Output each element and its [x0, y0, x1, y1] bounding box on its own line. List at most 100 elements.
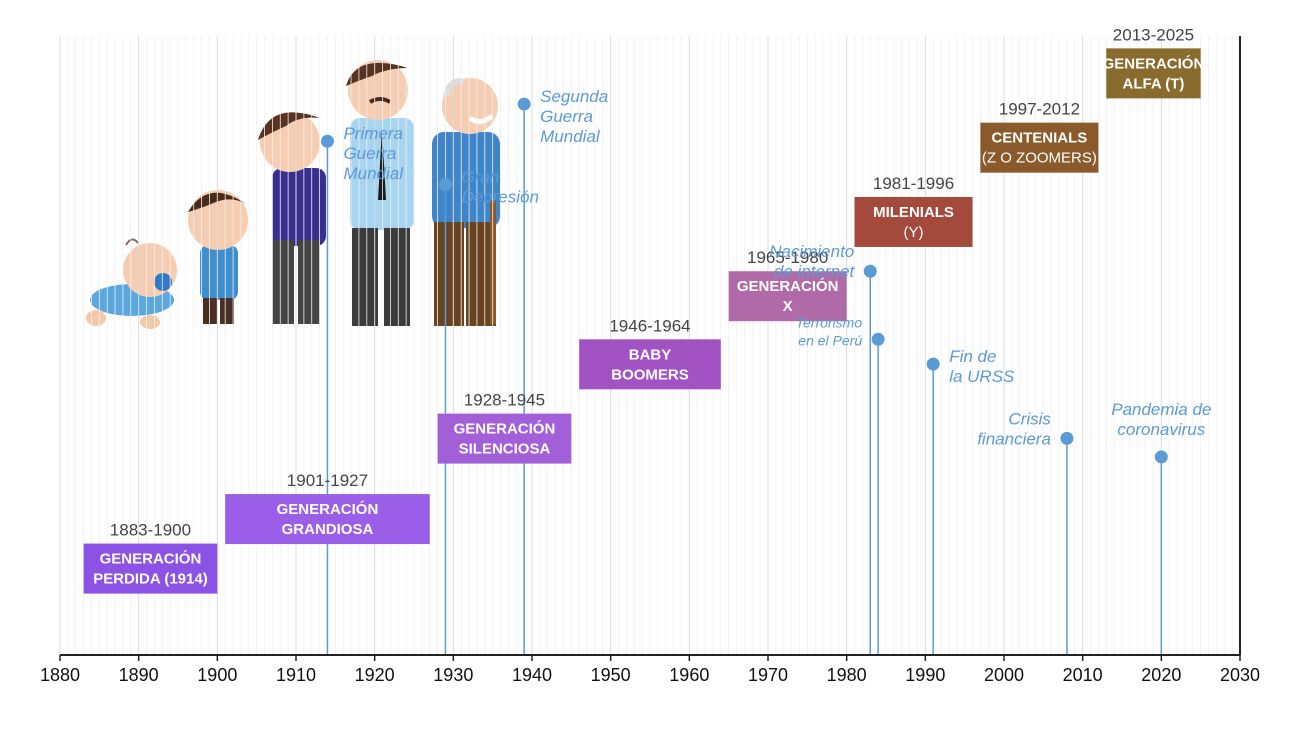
event-marker: Terrorismo en el Perú — [796, 314, 885, 348]
x-tick-label: 1980 — [827, 665, 867, 685]
generation-block: 1997-2012 CENTENIALS (Z O ZOOMERS) — [980, 100, 1099, 173]
event-dot — [871, 332, 885, 346]
generation-label-line: MILENIALS — [873, 204, 954, 221]
generation-label-line: GENERACIÓN — [1103, 54, 1205, 72]
event-dot — [926, 357, 940, 371]
x-tick-label: 1970 — [748, 665, 788, 685]
generation-block: 1901-1927 GENERACIÓN GRANDIOSA — [225, 471, 430, 545]
event-label-line: Crisis — [1008, 409, 1051, 428]
generation-block: 1965-1980 GENERACIÓN X — [728, 248, 847, 322]
generation-range-label: 1928-1945 — [464, 391, 545, 410]
event-label-line: coronavirus — [1117, 420, 1205, 439]
x-tick-label: 1910 — [276, 665, 316, 685]
generation-label-line: (Z O ZOOMERS) — [982, 150, 1097, 167]
event-dot — [1154, 450, 1168, 464]
event-label-line: Segunda — [540, 87, 608, 106]
event-label-line: Nacimiento — [769, 242, 854, 261]
generation-block: 2013-2025 GENERACIÓN ALFA (T) — [1103, 25, 1205, 99]
generation-block: 1946-1964 BABY BOOMERS — [579, 316, 721, 390]
event-label-line: en el Perú — [798, 332, 862, 348]
generation-block: 1981-1996 MILENIALS (Y) — [854, 174, 973, 247]
event-dot — [863, 264, 877, 278]
adult-figure — [346, 60, 414, 326]
generation-label-line: GENERACIÓN — [454, 420, 556, 438]
x-tick-label: 1940 — [512, 665, 552, 685]
event-label-line: Mundial — [540, 127, 601, 146]
event-label-line: financiera — [977, 429, 1051, 448]
event-label-line: Fin de — [949, 347, 996, 366]
generation-label-line: GENERACIÓN — [737, 277, 839, 295]
event-label-line: la URSS — [949, 367, 1015, 386]
event-label-line: Mundial — [343, 164, 404, 183]
event-dot — [1060, 431, 1074, 445]
teen-figure — [258, 112, 326, 324]
event-dot — [320, 134, 334, 148]
generation-label-line: PERDIDA (1914) — [93, 571, 207, 588]
event-label-line: Primera — [343, 124, 403, 143]
x-tick-label: 2000 — [984, 665, 1024, 685]
generation-label-line: ALFA (T) — [1122, 75, 1184, 92]
generation-label-line: BOOMERS — [611, 366, 689, 383]
generation-label-line: GENERACIÓN — [277, 500, 379, 518]
generation-block: 1928-1945 GENERACIÓN SILENCIOSA — [437, 391, 572, 464]
generation-box — [437, 413, 572, 464]
generation-range-label: 1946-1964 — [609, 316, 690, 335]
child-figure — [188, 190, 248, 324]
event-label-line: Terrorismo — [796, 314, 863, 330]
x-axis: 1880 1890 1900 1910 1920 1930 1940 1950 1960 1970… — [40, 36, 1260, 685]
generation-label-line: BABY — [629, 346, 672, 363]
generation-box — [83, 543, 218, 594]
x-tick-label: 1990 — [905, 665, 945, 685]
generation-range-label: 2013-2025 — [1113, 25, 1194, 44]
generation-box — [728, 271, 847, 322]
event-label-line: de internet — [774, 262, 856, 281]
event-label-line: Pandemia de — [1111, 400, 1211, 419]
generation-range-label: 1981-1996 — [873, 174, 954, 193]
generation-label-line: SILENCIOSA — [459, 441, 551, 458]
x-tick-label: 1960 — [669, 665, 709, 685]
event-label-line: Depresión — [461, 188, 539, 207]
generation-range-label: 1901-1927 — [287, 471, 368, 490]
x-tick-label: 1890 — [119, 665, 159, 685]
x-tick-label: 2010 — [1063, 665, 1103, 685]
generation-box — [980, 122, 1099, 173]
generation-box — [854, 196, 973, 247]
event-dot — [438, 178, 452, 192]
elder-figure — [432, 78, 500, 326]
event-label-line: Guerra — [540, 107, 593, 126]
generation-range-label: 1997-2012 — [999, 100, 1080, 119]
x-tick-label: 2020 — [1141, 665, 1181, 685]
generation-label-line: CENTENIALS — [991, 130, 1087, 147]
event-dot — [517, 97, 531, 111]
generation-box — [579, 339, 721, 390]
x-tick-label: 1920 — [355, 665, 395, 685]
generation-label-line: GRANDIOSA — [282, 521, 374, 538]
event-label-line: Guerra — [343, 144, 396, 163]
generation-range-label: 1965-1980 — [747, 248, 828, 267]
generation-box — [1106, 48, 1201, 99]
x-tick-label: 1950 — [591, 665, 631, 685]
generation-block: 1883-1900 GENERACIÓN PERDIDA (1914) — [83, 521, 218, 594]
illustration-generations — [86, 60, 500, 329]
generation-label-line: (Y) — [904, 224, 924, 241]
x-tick-label: 1880 — [40, 665, 80, 685]
generation-box — [225, 494, 430, 545]
generation-blocks: 1883-1900 GENERACIÓN PERDIDA (1914) 1901-19… — [83, 25, 1205, 594]
generation-label-line: GENERACIÓN — [100, 550, 202, 568]
event-stems — [326, 104, 1163, 655]
generation-range-label: 1883-1900 — [110, 521, 191, 540]
x-tick-label: 1930 — [433, 665, 473, 685]
baby-figure — [86, 238, 177, 329]
event-label-line: Gran — [461, 168, 499, 187]
generation-label-line: X — [783, 298, 793, 315]
x-tick-label: 1900 — [197, 665, 237, 685]
